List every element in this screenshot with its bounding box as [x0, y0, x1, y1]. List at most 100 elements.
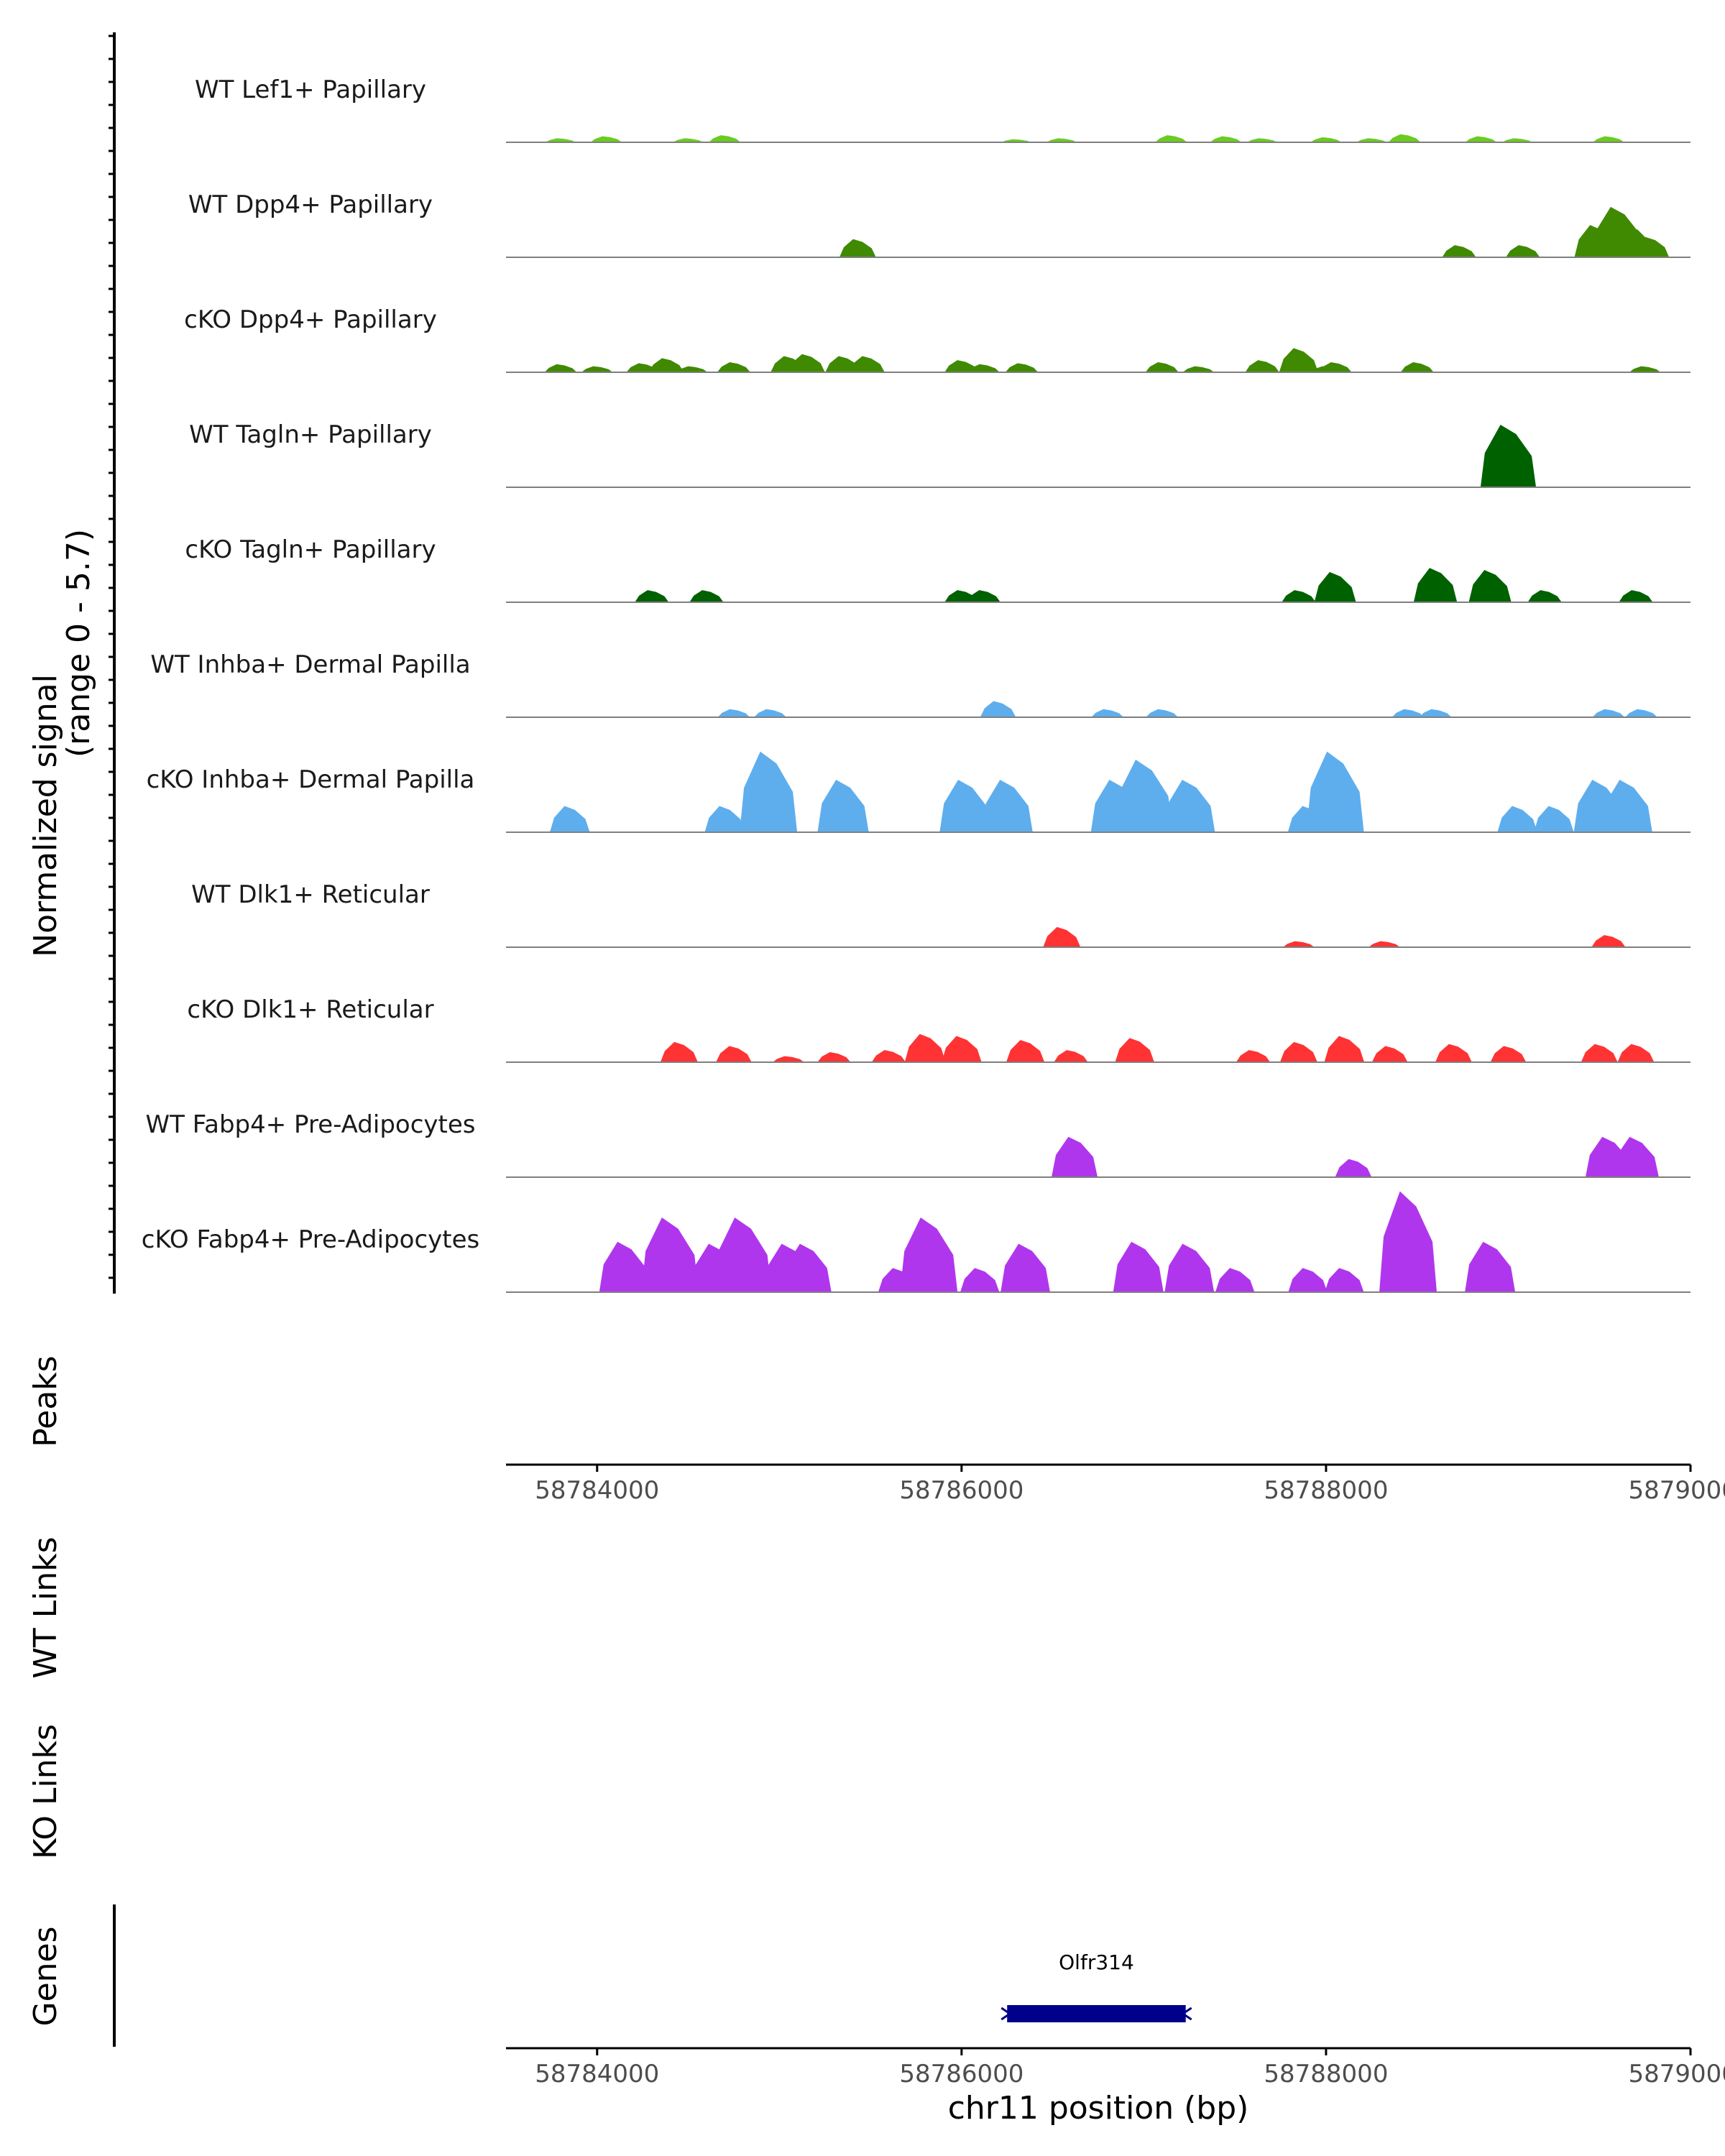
coverage-peak [1164, 1243, 1215, 1292]
coverage-peak [1419, 709, 1452, 717]
track-label: cKO Tagln+ Papillary [185, 535, 436, 564]
coverage-peak [1182, 366, 1215, 372]
coverage-peak [939, 780, 991, 832]
peaks-x-axis: 58784000 58786000 58788000 58790000 [535, 1465, 1725, 1505]
coverage-track: cKO Fabp4+ Pre-Adipocytes [142, 1191, 1690, 1293]
coverage-peak [1054, 1050, 1088, 1062]
gene-annotations: Olfr314 [1000, 1950, 1192, 2022]
coverage-peak [981, 780, 1033, 832]
coverage-peak [1052, 1136, 1098, 1177]
coverage-peak [581, 366, 613, 372]
track-label: cKO Dlk1+ Reticular [187, 995, 433, 1024]
coverage-peak [1371, 1046, 1408, 1062]
coverage-peak [773, 1056, 804, 1062]
coverage-peak [1442, 245, 1476, 257]
coverage-peak [839, 239, 876, 257]
coverage-peak [1001, 139, 1031, 142]
coverage-peak [960, 1268, 1000, 1292]
x-tick-label: 58786000 [899, 1476, 1024, 1505]
coverage-peak [942, 1036, 982, 1062]
x-tick-label: 58786000 [899, 2060, 1024, 2088]
coverage-peak [1279, 348, 1319, 372]
coverage-peak [1465, 136, 1497, 142]
coverage-ylabel: Normalized signal [27, 674, 64, 957]
coverage-y-ticks [109, 34, 114, 1279]
coverage-peak [716, 1046, 752, 1062]
coverage-peak [1245, 360, 1279, 372]
coverage-peak [1146, 709, 1179, 717]
track-label: cKO Dpp4+ Papillary [184, 305, 437, 334]
coverage-peak [1506, 245, 1540, 257]
coverage-peak [871, 1050, 906, 1062]
coverage-peak [1435, 1044, 1472, 1062]
coverage-peak [1413, 568, 1458, 602]
coverage-peak [714, 1217, 772, 1292]
track-label: WT Dpp4+ Papillary [188, 190, 433, 219]
coverage-track: cKO Dpp4+ Papillary [184, 305, 1690, 373]
coverage-peak [1534, 806, 1574, 832]
genes-track-label: Genes [27, 1926, 64, 2026]
x-tick-label: 58788000 [1264, 1476, 1388, 1505]
coverage-peak [599, 1241, 650, 1292]
coverage-peak [1043, 926, 1081, 947]
coverage-peak [1091, 709, 1124, 717]
gene-body [1007, 2005, 1186, 2022]
coverage-peak [1145, 361, 1179, 372]
wt-links-track-label: WT Links [27, 1537, 64, 1678]
x-tick-label: 58784000 [535, 2060, 659, 2088]
coverage-track: cKO Tagln+ Papillary [185, 535, 1690, 603]
coverage-peak [545, 138, 576, 142]
coverage-peak [1625, 709, 1657, 717]
coverage-peak [944, 360, 979, 372]
coverage-peak [1468, 570, 1512, 602]
coverage-peak [754, 709, 787, 717]
coverage-peak [1465, 1241, 1516, 1292]
track-label: cKO Fabp4+ Pre-Adipocytes [142, 1225, 480, 1254]
coverage-peak [717, 709, 750, 717]
coverage-peak [1318, 361, 1352, 372]
coverage-peak [904, 1033, 946, 1062]
coverage-peak [689, 590, 724, 602]
track-label: WT Inhba+ Dermal Papilla [150, 650, 470, 679]
coverage-peak [1046, 138, 1077, 142]
coverage-track: cKO Inhba+ Dermal Papilla [147, 751, 1690, 833]
coverage-peak [788, 354, 825, 372]
track-label: cKO Inhba+ Dermal Papilla [147, 765, 475, 794]
coverage-peak [1325, 1268, 1364, 1292]
coverage-peak [1164, 780, 1215, 832]
coverage-peak [1629, 366, 1661, 372]
coverage-peak [1619, 590, 1653, 602]
ko-links-track-label: KO Links [27, 1724, 64, 1859]
coverage-peak [849, 356, 885, 372]
coverage-peak [1368, 941, 1400, 947]
coverage-peak [704, 806, 745, 832]
coverage-peak [1155, 135, 1187, 142]
coverage-peak [1282, 590, 1316, 602]
x-tick-label: 58790000 [1628, 2060, 1725, 2088]
coverage-peak [1000, 1243, 1050, 1292]
coverage-peak [1335, 1158, 1372, 1177]
coverage-track: WT Inhba+ Dermal Papilla [150, 650, 1690, 718]
coverage-peak [709, 135, 741, 142]
coverage-peak [1236, 1050, 1271, 1062]
coverage-peak [1115, 1038, 1154, 1062]
track-label: WT Lef1+ Papillary [195, 75, 426, 104]
coverage-peak [1279, 1041, 1317, 1062]
coverage-peak [817, 780, 869, 832]
coverage-peak [1210, 136, 1242, 142]
coverage-peak [1617, 1044, 1655, 1062]
coverage-peak [1497, 806, 1537, 832]
coverage-peak [1480, 424, 1537, 487]
coverage-peak [1501, 138, 1533, 142]
gene-strand-arrow [1180, 2007, 1192, 2021]
coverage-peak [1388, 134, 1421, 142]
coverage-track: WT Dpp4+ Papillary [188, 190, 1690, 258]
x-tick-label: 58788000 [1264, 2060, 1388, 2088]
coverage-peak [1581, 1044, 1618, 1062]
coverage-peak [1632, 236, 1670, 257]
coverage-peak [1306, 751, 1364, 832]
coverage-peak [1379, 1191, 1438, 1292]
coverage-peak [980, 701, 1016, 717]
coverage-peak [1283, 941, 1315, 947]
